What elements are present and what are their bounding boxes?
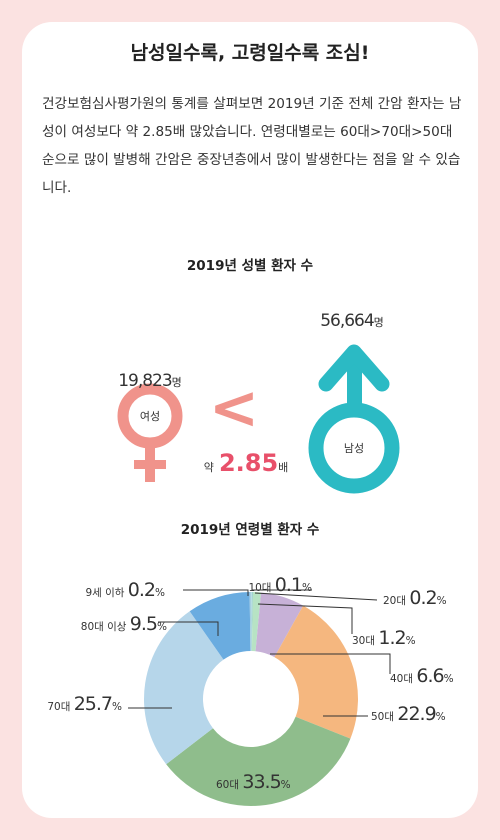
slice-label-1: 20대 0.2% [383,587,447,609]
slice-label-6: 70대 25.7% [47,693,122,715]
ratio-suffix: 배 [278,461,288,474]
slice-label-2: 30대 1.2% [352,627,416,649]
page-title: 남성일수록, 고령일수록 조심! [130,42,370,64]
male-symbol-icon [308,344,400,494]
leader-line-7 [158,621,219,636]
gender-chart: 여성 19,823명 < 약 2.85배 남성 56,664명 [117,311,400,494]
donut-slice-1 [251,592,254,652]
donut-slice-5 [166,716,351,806]
donut-slice-7 [189,592,251,660]
leader-line-1 [254,592,378,601]
donut-slice-3 [255,592,304,658]
ratio-value: 2.85 [219,449,278,477]
slice-label-8: 9세 이하 0.2% [85,579,165,601]
slice-label-7: 80대 이상 9.5% [81,613,167,635]
age-donut-chart: 10대 0.1% 20대 0.2% 30대 1.2% 40대 6.6% 50대 22.9… [47,574,454,806]
slice-label-4: 50대 22.9% [371,703,446,725]
leader-line-2 [257,603,353,634]
gender-chart-title: 2019년 성별 환자 수 [186,258,314,274]
less-than-symbol: < [209,373,259,443]
male-label: 남성 [344,442,364,455]
info-card: 남성일수록, 고령일수록 조심! 건강보험심사평가원의 통계를 살펴보면 201… [22,22,478,818]
slice-label-3: 40대 6.6% [390,665,454,687]
donut-slice-0 [251,592,252,652]
female-symbol-icon [117,383,183,482]
male-count: 56,664명 [320,311,384,331]
age-chart-title: 2019년 연령별 환자 수 [180,522,320,538]
ratio-text: 약 2.85배 [204,449,289,477]
female-count-value: 19,823 [118,371,172,391]
intro-paragraph: 건강보험심사평가원의 통계를 살펴보면 2019년 기준 전체 간암 환자는 남… [42,96,462,196]
donut-slice-2 [251,592,262,652]
female-count-unit: 명 [172,376,182,389]
leader-line-3 [270,653,391,674]
female-label: 여성 [140,410,160,423]
donut-slice-4 [274,605,358,739]
donut-slice-6 [144,611,224,765]
female-count: 19,823명 [118,371,182,391]
male-count-value: 56,664 [320,311,374,331]
slice-label-0: 10대 0.1% [248,574,312,596]
ratio-prefix: 약 [204,460,214,474]
leader-line-8 [183,589,249,596]
male-count-unit: 명 [374,316,384,329]
slice-label-5: 60대 33.5% [216,771,291,793]
donut-slice-8 [249,592,251,652]
